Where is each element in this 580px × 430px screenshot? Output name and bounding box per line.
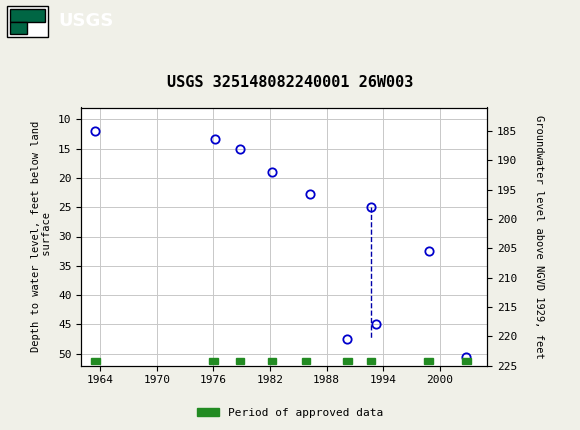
Y-axis label: Depth to water level, feet below land
 surface: Depth to water level, feet below land su… — [31, 121, 52, 352]
FancyBboxPatch shape — [10, 22, 27, 34]
Bar — [367, 359, 375, 364]
Text: USGS: USGS — [58, 12, 113, 31]
Bar — [209, 359, 218, 364]
Bar — [425, 359, 433, 364]
Legend: Period of approved data: Period of approved data — [193, 403, 387, 422]
Y-axis label: Groundwater level above NGVD 1929, feet: Groundwater level above NGVD 1929, feet — [534, 115, 544, 358]
Bar — [268, 359, 276, 364]
Bar — [343, 359, 351, 364]
FancyBboxPatch shape — [7, 6, 48, 37]
Bar — [462, 359, 471, 364]
Bar — [302, 359, 310, 364]
Bar — [91, 359, 100, 364]
FancyBboxPatch shape — [10, 9, 45, 22]
Bar — [235, 359, 244, 364]
Text: USGS 325148082240001 26W003: USGS 325148082240001 26W003 — [167, 75, 413, 90]
